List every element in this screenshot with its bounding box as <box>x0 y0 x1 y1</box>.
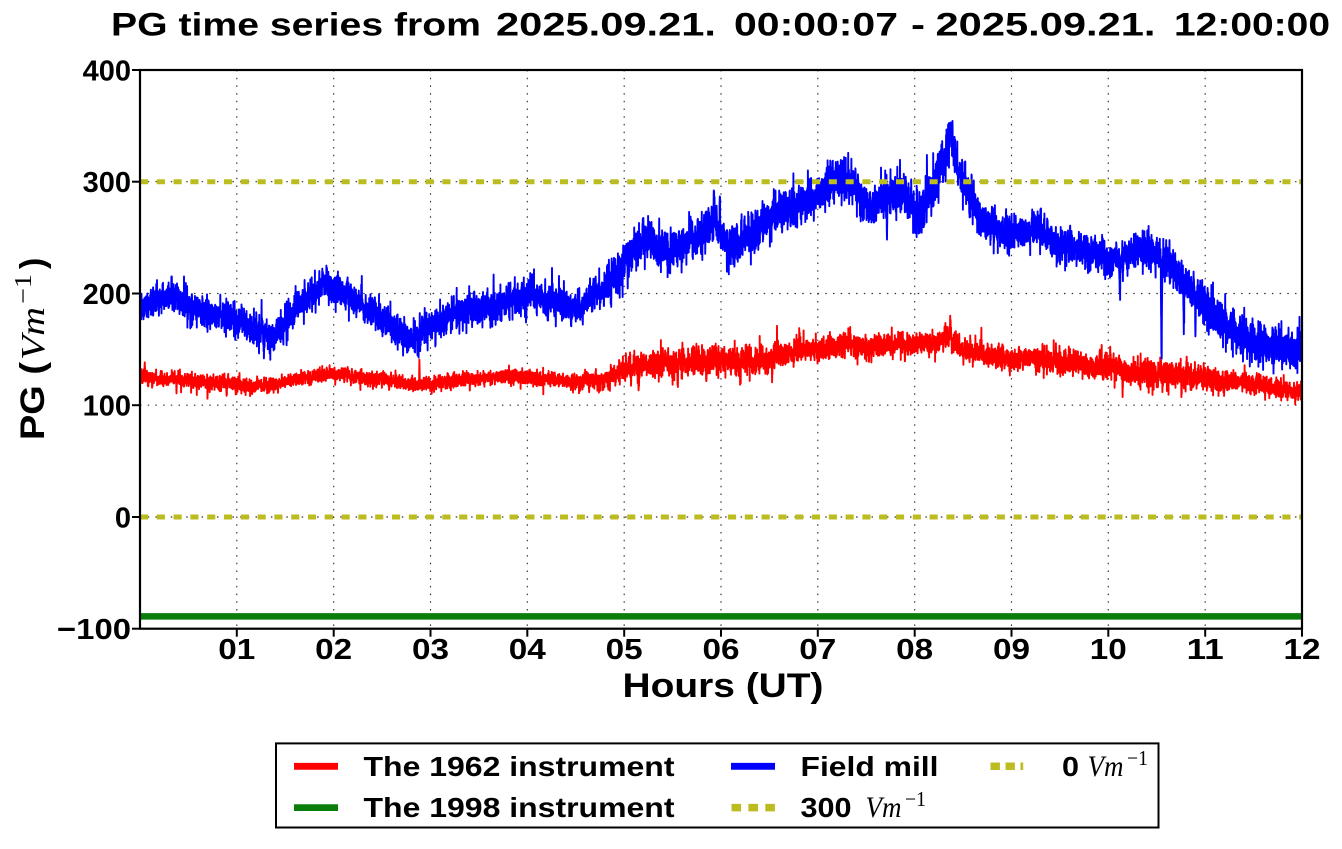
svg-text:Hours (UT): Hours (UT) <box>623 667 824 705</box>
svg-text:−100: −100 <box>57 614 131 646</box>
svg-text:Vm: Vm <box>866 791 902 824</box>
svg-text:2025.09.21.: 2025.09.21. <box>936 7 1156 43</box>
svg-text:2025.09.21.: 2025.09.21. <box>496 7 716 43</box>
svg-text:03: 03 <box>412 634 449 666</box>
svg-text:11: 11 <box>1187 634 1224 666</box>
svg-text:Vm: Vm <box>15 307 52 360</box>
svg-text:300: 300 <box>83 167 131 199</box>
svg-text:−1: −1 <box>905 787 926 811</box>
svg-text:PG (: PG ( <box>14 361 52 440</box>
svg-text:00:00:07: 00:00:07 <box>734 7 898 43</box>
svg-text:02: 02 <box>315 634 352 666</box>
svg-text:01: 01 <box>218 634 255 666</box>
svg-text:Vm: Vm <box>1088 750 1124 783</box>
svg-text:The 1962 instrument: The 1962 instrument <box>364 751 675 782</box>
svg-text:100: 100 <box>83 391 131 423</box>
svg-text:−1: −1 <box>1127 746 1148 770</box>
svg-text:08: 08 <box>896 634 933 666</box>
svg-text:06: 06 <box>703 634 740 666</box>
svg-text:0: 0 <box>1062 751 1079 782</box>
svg-text:400: 400 <box>83 55 131 87</box>
svg-text:200: 200 <box>83 279 131 311</box>
svg-text:10: 10 <box>1090 634 1127 666</box>
svg-text:PG time series from: PG time series from <box>111 7 481 43</box>
svg-text:07: 07 <box>799 634 836 666</box>
svg-text:-: - <box>911 7 925 43</box>
svg-text:): ) <box>14 258 52 269</box>
svg-text:05: 05 <box>606 634 643 666</box>
svg-text:0: 0 <box>115 502 131 534</box>
svg-text:The 1998 instrument: The 1998 instrument <box>364 792 675 823</box>
svg-text:300: 300 <box>801 792 852 823</box>
svg-text:09: 09 <box>993 634 1030 666</box>
svg-text:04: 04 <box>509 634 546 666</box>
svg-text:Field mill: Field mill <box>801 751 939 782</box>
svg-text:−1: −1 <box>11 274 37 304</box>
svg-text:12:00:00: 12:00:00 <box>1174 7 1330 43</box>
svg-text:12: 12 <box>1284 634 1321 666</box>
